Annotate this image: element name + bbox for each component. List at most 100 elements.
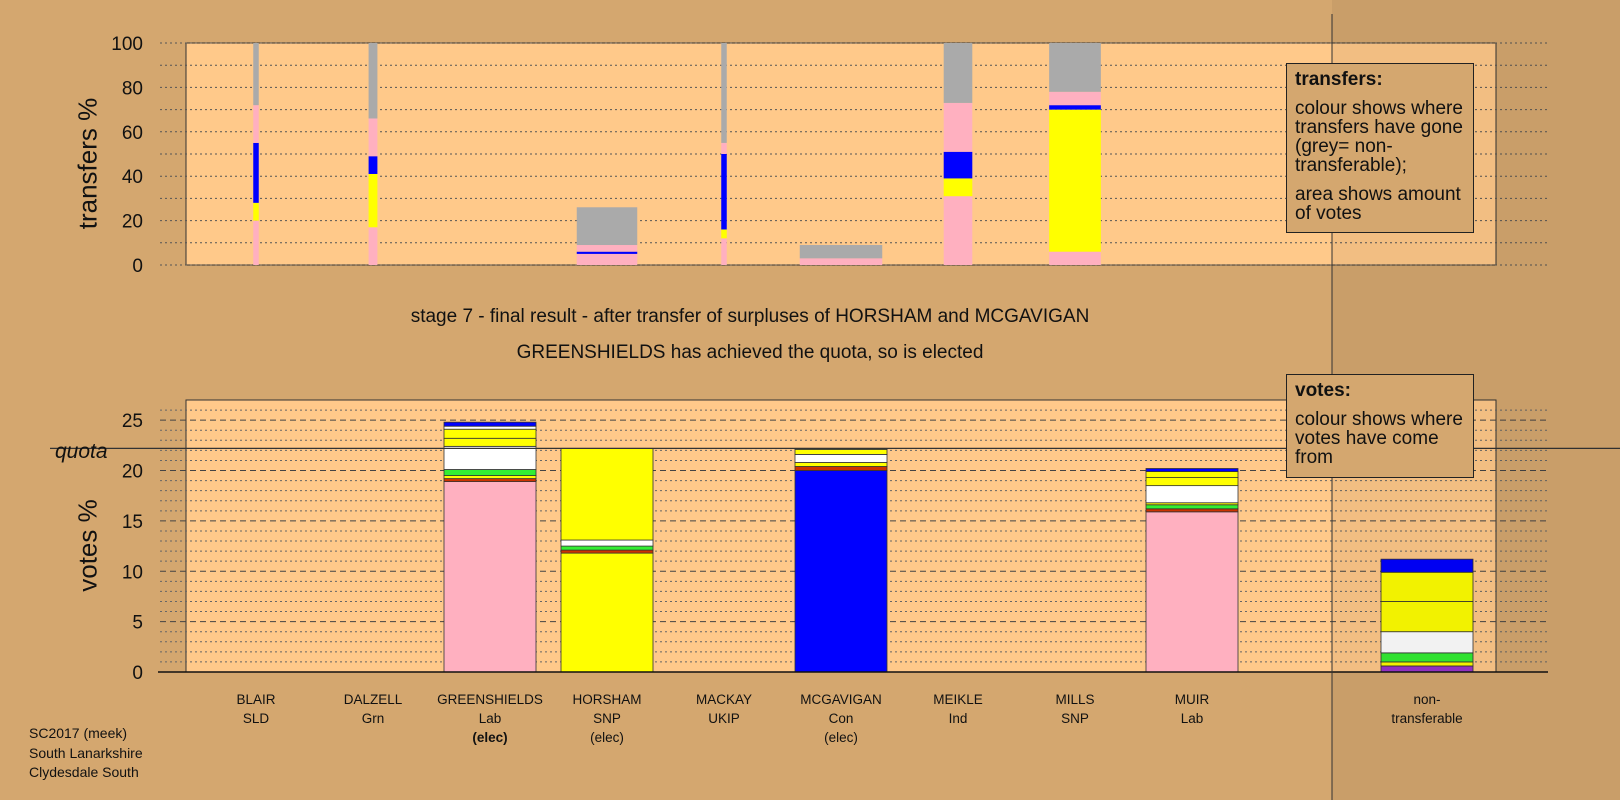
footer-ward: Clydesdale South [29, 764, 139, 780]
candidate-party: Lab [1180, 711, 1204, 726]
vote-segment [443, 421, 537, 427]
transfers-tick-label: 100 [111, 34, 143, 55]
transfer-segment [943, 43, 973, 103]
transfers-tick-label: 80 [122, 78, 143, 99]
transfers-tick-label: 60 [122, 123, 143, 144]
transfer-segment [253, 220, 259, 265]
transfer-segment [799, 258, 883, 265]
candidate-label: BLAIR SLD [196, 690, 316, 728]
vote-segment [560, 539, 654, 547]
vote-segment [794, 453, 888, 463]
candidate-party: Grn [361, 711, 385, 726]
vote-segment [443, 445, 537, 470]
transfer-segment [943, 178, 973, 197]
votes-tick-label: 10 [122, 562, 143, 583]
vote-segment [560, 545, 654, 551]
candidate-status: (elec) [590, 730, 624, 745]
footer-election: SC2017 (meek) [29, 725, 128, 741]
candidate-status: (elec) [824, 730, 858, 745]
votes-tick-label: 25 [122, 411, 143, 432]
transfer-segment [1049, 91, 1101, 106]
candidate-party: SNP [593, 711, 621, 726]
votes-tick-label: 5 [132, 613, 143, 634]
votes-tick-label: 15 [122, 512, 143, 533]
transfers-legend-area-text: area shows amount of votes [1295, 184, 1461, 224]
transfers-tick-label: 0 [132, 256, 143, 277]
transfer-segment [721, 229, 727, 239]
vote-segment [794, 462, 888, 467]
candidate-name: DALZELL [343, 692, 403, 707]
transfer-segment [253, 142, 259, 203]
vote-segment [443, 481, 537, 673]
vote-segment [1145, 508, 1239, 513]
vote-segment [1145, 477, 1239, 487]
vote-segment [443, 425, 537, 430]
candidate-name: BLAIR [236, 692, 276, 707]
vote-segment [1145, 511, 1239, 673]
transfer-segment [943, 151, 973, 179]
transfer-segment [1049, 251, 1101, 265]
votes-legend-title: votes: [1295, 380, 1351, 401]
vote-segment [443, 428, 537, 439]
votes-tick-label: 20 [122, 462, 143, 483]
transfers-axis-title: transfers % [72, 97, 103, 230]
stage-heading: stage 7 - final result - after transfer … [410, 306, 1090, 327]
transfer-segment [368, 173, 378, 228]
transfer-segment [253, 202, 259, 221]
transfer-segment [368, 43, 378, 119]
vote-segment [794, 470, 888, 673]
candidate-party: UKIP [708, 711, 740, 726]
transfer-segment [576, 253, 638, 265]
vote-segment [794, 448, 888, 455]
candidate-label: non-transferable [1367, 690, 1487, 728]
transfer-segment [253, 105, 259, 143]
vote-segment [1380, 558, 1474, 573]
candidate-name: GREENSHIELDS [437, 692, 543, 707]
candidate-party: SNP [1061, 711, 1089, 726]
transfer-segment [253, 43, 259, 106]
transfer-segment [1049, 43, 1101, 92]
transfer-segment [576, 251, 638, 254]
candidate-label: MEIKLE Ind [898, 690, 1018, 728]
votes-tick-label: 0 [132, 663, 143, 684]
candidate-label: HORSHAM SNP (elec) [547, 690, 667, 747]
candidate-name: MEIKLE [933, 692, 983, 707]
candidate-name: HORSHAM [572, 692, 642, 707]
candidate-name: MCGAVIGAN [800, 692, 882, 707]
candidate-label: MUIR Lab [1132, 690, 1252, 728]
vote-segment [443, 469, 537, 476]
vote-segment [1145, 468, 1239, 472]
candidate-party: SLD [242, 711, 270, 726]
transfer-segment [943, 102, 973, 152]
transfers-tick-label: 20 [122, 212, 143, 233]
transfer-segment [721, 43, 727, 143]
votes-legend-text: colour shows where votes have come from [1295, 409, 1463, 468]
candidate-name: transferable [1391, 711, 1463, 726]
vote-segment [443, 475, 537, 479]
transfer-segment [576, 207, 638, 246]
candidate-label: MCGAVIGAN Con (elec) [781, 690, 901, 747]
footer-council: South Lanarkshire [29, 744, 143, 761]
transfers-legend-text: colour shows where transfers have gone (… [1295, 98, 1463, 176]
vote-segment [560, 549, 654, 554]
vote-segment [1145, 471, 1239, 478]
candidate-label: MACKAY UKIP [664, 690, 784, 728]
vote-segment [1145, 485, 1239, 504]
vote-segment [560, 447, 654, 541]
candidate-status: (elec) [472, 730, 508, 745]
transfer-segment [368, 156, 378, 174]
vote-segment [443, 478, 537, 483]
transfer-segment [943, 196, 973, 265]
vote-segment [443, 437, 537, 447]
transfer-segment [576, 245, 638, 252]
transfer-segment [368, 118, 378, 157]
transfer-segment [368, 227, 378, 265]
votes-legend: votes: colour shows where votes have com… [1286, 374, 1474, 478]
transfer-segment [799, 245, 883, 259]
transfer-segment [721, 142, 727, 154]
quota-label: quota [55, 440, 108, 463]
transfer-segment [1049, 109, 1101, 252]
votes-axis-title: votes % [72, 499, 103, 592]
candidate-party: Lab [478, 711, 502, 726]
vote-segment [1380, 571, 1474, 602]
